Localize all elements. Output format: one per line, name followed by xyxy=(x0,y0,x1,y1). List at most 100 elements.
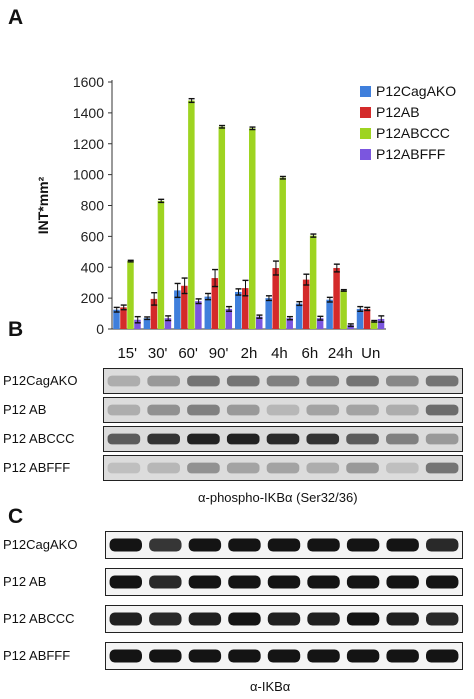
legend-swatch xyxy=(360,86,371,97)
bar xyxy=(256,316,263,329)
blot-band xyxy=(306,375,340,387)
panel-letter-c: C xyxy=(8,505,24,528)
panel-letter-b: B xyxy=(8,318,24,341)
bar xyxy=(242,288,249,329)
blot-band xyxy=(425,375,459,387)
bar xyxy=(157,200,165,329)
blot-band xyxy=(187,375,220,387)
blot-band xyxy=(266,462,300,474)
bar xyxy=(113,309,120,329)
blot-band xyxy=(109,612,142,626)
blot-band xyxy=(188,538,222,552)
blot-band xyxy=(109,649,142,663)
blot-band xyxy=(346,538,380,552)
bar xyxy=(195,301,202,329)
blot-band xyxy=(107,404,141,416)
blot-row-label: P12CagAKO xyxy=(3,373,78,388)
blot-band xyxy=(386,375,419,387)
blot-row-label: P12 ABCCC xyxy=(3,611,75,626)
legend-label: P12AB xyxy=(376,104,420,120)
blot-band xyxy=(306,462,340,474)
bar xyxy=(286,318,293,329)
blot-band xyxy=(307,538,340,552)
y-tick-label: 200 xyxy=(81,290,105,306)
blot-band xyxy=(346,612,380,626)
blot-band xyxy=(226,404,260,416)
bar xyxy=(340,290,347,329)
blot-band xyxy=(346,433,379,445)
blot-band xyxy=(147,462,180,474)
bar xyxy=(181,285,188,329)
bar xyxy=(309,235,317,329)
blot-band xyxy=(267,649,301,663)
blot-band xyxy=(307,575,340,589)
bar xyxy=(370,321,378,329)
blot-strip xyxy=(105,531,463,559)
legend-swatch xyxy=(360,107,371,118)
y-tick-label: 1200 xyxy=(73,136,104,152)
blot-band xyxy=(149,649,182,663)
blot-strip xyxy=(103,397,463,423)
x-tick-label: 60' xyxy=(178,345,198,362)
legend-label: P12ABCCC xyxy=(376,125,450,141)
blot-band xyxy=(425,404,459,416)
blot-band xyxy=(109,538,142,552)
blot-band xyxy=(266,404,300,416)
bar xyxy=(218,126,226,329)
blot-band xyxy=(107,462,141,474)
bar xyxy=(356,308,364,329)
blot-band xyxy=(306,404,340,416)
blot-b-caption: α-phospho-IKBα (Ser32/36) xyxy=(198,490,358,505)
x-tick-label: 90' xyxy=(209,345,229,362)
bar-chart: 0 200 400 600 800 1000 1200 1400 1600 INT*mm² 15' 3… xyxy=(35,74,456,362)
bar xyxy=(143,318,151,329)
blot-band xyxy=(187,462,220,474)
blot-band xyxy=(109,575,142,589)
blot-row-label: P12CagAKO xyxy=(3,537,78,552)
x-tick-label: 6h xyxy=(302,345,319,362)
blot-strip xyxy=(103,368,463,394)
blot-band xyxy=(147,404,180,416)
blot-band xyxy=(267,538,301,552)
blot-band xyxy=(228,649,261,663)
x-tick-label: 30' xyxy=(148,345,168,362)
y-tick-label: 0 xyxy=(96,321,104,337)
blot-band xyxy=(267,612,301,626)
blot-band xyxy=(346,649,380,663)
bar xyxy=(211,278,219,329)
blot-strip xyxy=(105,568,463,596)
bar xyxy=(295,303,303,329)
blot-band xyxy=(425,433,459,445)
blot-row-label: P12 ABFFF xyxy=(3,460,71,475)
bar xyxy=(235,291,242,329)
blot-band xyxy=(425,462,459,474)
blot-band xyxy=(307,649,340,663)
blot-band xyxy=(306,433,340,445)
blot-band xyxy=(147,375,180,387)
x-tick-label: 2h xyxy=(241,345,258,362)
bar xyxy=(188,100,195,330)
blot-band xyxy=(426,575,459,589)
x-tick-label: Un xyxy=(361,345,380,362)
bar xyxy=(134,319,141,329)
bar xyxy=(279,177,286,329)
blot-band xyxy=(228,575,261,589)
blot-band xyxy=(386,538,419,552)
bar xyxy=(363,308,371,329)
blot-band xyxy=(228,612,261,626)
blot-band xyxy=(226,462,260,474)
legend-swatch xyxy=(360,128,371,139)
blot-strip xyxy=(105,642,463,670)
bar xyxy=(272,268,279,329)
blot-band xyxy=(307,612,340,626)
blot-band xyxy=(386,433,419,445)
blot-band xyxy=(187,404,220,416)
y-tick-label: 1600 xyxy=(73,74,104,90)
y-tick-label: 600 xyxy=(81,228,105,244)
y-axis-label: INT*mm² xyxy=(35,176,51,234)
blot-band xyxy=(346,375,379,387)
bar xyxy=(164,318,172,329)
x-tick-label: 15' xyxy=(117,345,137,362)
bar xyxy=(204,296,212,329)
bar xyxy=(249,128,256,329)
